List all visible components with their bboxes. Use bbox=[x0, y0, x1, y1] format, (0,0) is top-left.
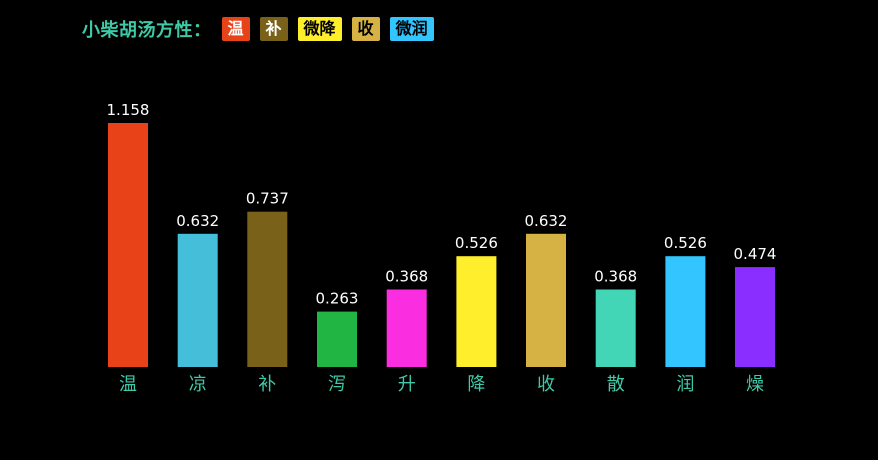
tag-weijiang: 微降 bbox=[297, 17, 342, 41]
tag-weirun: 微润 bbox=[389, 17, 434, 41]
bar-3 bbox=[247, 211, 288, 367]
bar-2 bbox=[177, 233, 218, 367]
data-label-5: 0.368 bbox=[385, 268, 428, 286]
category-label-3: 补 bbox=[258, 374, 276, 395]
category-label-8: 散 bbox=[607, 374, 625, 395]
bar-9 bbox=[665, 256, 706, 367]
category-label-10: 燥 bbox=[746, 374, 764, 395]
tag-wen: 温 bbox=[221, 17, 250, 41]
bar-5 bbox=[386, 289, 427, 367]
category-label-4: 泻 bbox=[328, 374, 346, 395]
data-label-6: 0.526 bbox=[455, 234, 498, 252]
bar-10 bbox=[735, 267, 775, 367]
category-label-7: 收 bbox=[537, 374, 555, 395]
bar-6 bbox=[456, 256, 497, 367]
category-label-6: 降 bbox=[467, 374, 485, 395]
data-label-7: 0.632 bbox=[525, 212, 568, 230]
data-label-3: 0.737 bbox=[246, 190, 289, 208]
data-label-1: 1.158 bbox=[107, 101, 150, 119]
category-label-2: 凉 bbox=[189, 374, 207, 395]
tag-shou: 收 bbox=[351, 17, 380, 41]
bar-1 bbox=[108, 123, 148, 367]
category-label-1: 温 bbox=[119, 374, 137, 395]
chart-header: 小柴胡汤方性： 温 补 微降 收 微润 bbox=[82, 16, 434, 42]
data-label-2: 0.632 bbox=[176, 212, 219, 230]
bar-4 bbox=[317, 311, 357, 367]
data-label-4: 0.263 bbox=[316, 290, 359, 308]
data-label-9: 0.526 bbox=[664, 234, 707, 252]
data-label-10: 0.474 bbox=[734, 245, 777, 263]
chart-title: 小柴胡汤方性： bbox=[82, 20, 212, 41]
bar-8 bbox=[595, 289, 636, 367]
data-label-8: 0.368 bbox=[594, 268, 637, 286]
tag-bu: 补 bbox=[259, 17, 288, 41]
category-label-9: 润 bbox=[676, 374, 694, 395]
bar-7 bbox=[526, 233, 566, 367]
category-label-5: 升 bbox=[398, 374, 416, 395]
